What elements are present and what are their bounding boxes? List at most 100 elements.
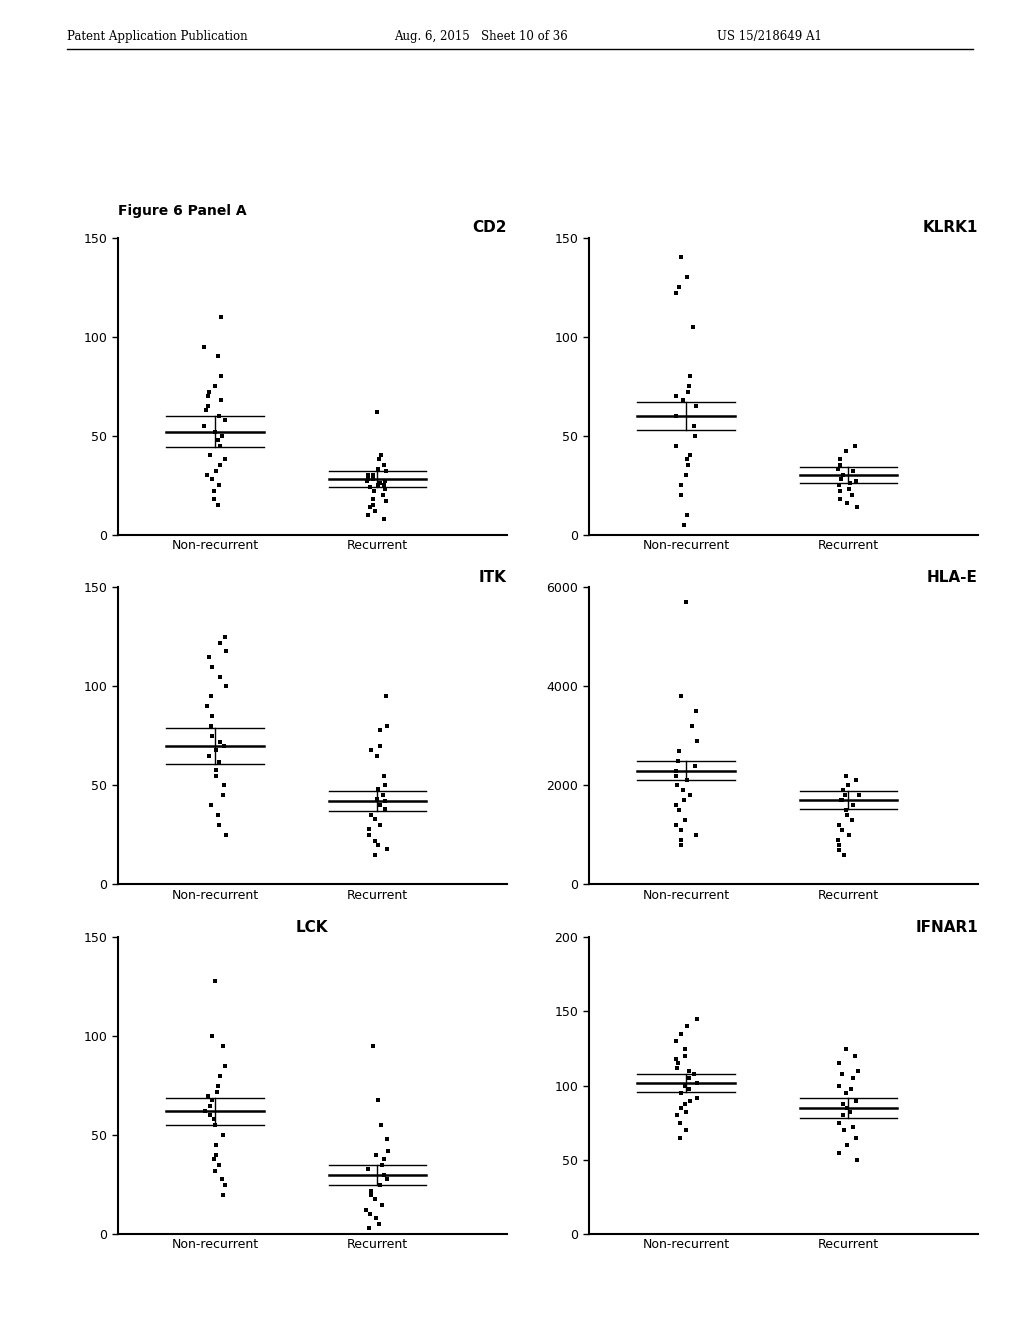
Point	[202, 1096, 218, 1117]
Point	[380, 1140, 396, 1162]
Point	[689, 730, 706, 751]
Point	[367, 830, 383, 851]
Point	[671, 277, 687, 298]
Point	[201, 645, 217, 667]
Point	[679, 449, 695, 470]
Point	[668, 795, 684, 816]
Point	[359, 1159, 376, 1180]
Point	[834, 820, 850, 841]
Point	[374, 1154, 390, 1175]
Point	[215, 1035, 231, 1056]
Point	[830, 814, 847, 836]
Point	[216, 449, 232, 470]
Point	[365, 495, 381, 516]
Point	[841, 479, 857, 500]
Point	[212, 454, 228, 477]
Point	[208, 739, 224, 760]
Text: HLA-E: HLA-E	[927, 570, 978, 585]
Point	[211, 475, 227, 496]
Point	[378, 491, 394, 512]
Point	[682, 1090, 698, 1111]
Point	[837, 784, 853, 805]
Point	[358, 471, 375, 492]
Point	[217, 1056, 233, 1077]
Point	[360, 818, 377, 840]
Point	[671, 800, 687, 821]
Point	[669, 1105, 685, 1126]
Point	[212, 436, 228, 457]
Point	[678, 591, 694, 612]
Point	[365, 469, 381, 490]
Point	[831, 488, 848, 510]
Point	[209, 1081, 225, 1102]
Point	[672, 741, 688, 762]
Point	[218, 640, 234, 661]
Point	[200, 396, 216, 417]
Point	[687, 755, 703, 776]
Point	[668, 405, 684, 426]
Point	[850, 1060, 866, 1081]
Point	[377, 799, 393, 820]
Point	[378, 461, 394, 482]
Point	[836, 845, 852, 866]
Point	[668, 385, 684, 407]
Point	[362, 477, 379, 498]
Point	[370, 475, 386, 496]
Point	[689, 1008, 706, 1030]
Point	[669, 766, 685, 787]
Point	[376, 454, 392, 477]
Point	[208, 1134, 224, 1156]
Point	[847, 1045, 863, 1067]
Point	[671, 1053, 687, 1074]
Point	[677, 1038, 693, 1059]
Point	[215, 1184, 231, 1205]
Point	[361, 496, 378, 517]
Point	[844, 809, 860, 830]
Point	[368, 1144, 384, 1166]
Point	[838, 766, 854, 787]
Point	[684, 317, 700, 338]
Point	[678, 1102, 694, 1123]
Point	[830, 840, 847, 861]
Point	[838, 1038, 854, 1059]
Point	[203, 795, 219, 816]
Point	[377, 775, 393, 796]
Point	[677, 809, 693, 830]
Point	[204, 705, 220, 726]
Point	[211, 814, 227, 836]
Point	[198, 1101, 214, 1122]
Point	[372, 795, 388, 816]
Point	[673, 834, 689, 855]
Point	[209, 429, 225, 450]
Point	[374, 1193, 390, 1214]
Point	[213, 366, 229, 387]
Point	[204, 726, 220, 747]
Text: US 15/218649 A1: US 15/218649 A1	[717, 30, 821, 44]
Point	[207, 970, 223, 991]
Point	[207, 1160, 223, 1181]
Point	[376, 508, 392, 529]
Point	[370, 779, 386, 800]
Point	[214, 425, 230, 446]
Point	[359, 504, 376, 525]
Point	[367, 845, 383, 866]
Text: Aug. 6, 2015   Sheet 10 of 36: Aug. 6, 2015 Sheet 10 of 36	[394, 30, 568, 44]
Point	[673, 829, 689, 850]
Point	[362, 1180, 379, 1201]
Point	[212, 731, 228, 752]
Point	[371, 834, 387, 855]
Point	[370, 401, 386, 422]
Point	[669, 1031, 685, 1052]
Point	[372, 735, 388, 756]
Point	[205, 1089, 221, 1110]
Point	[841, 824, 857, 846]
Point	[210, 804, 226, 826]
Point	[686, 1064, 702, 1085]
Point	[202, 1105, 218, 1126]
Point	[835, 780, 851, 801]
Point	[677, 1074, 693, 1096]
Point	[668, 282, 684, 304]
Point	[674, 820, 690, 841]
Point	[217, 1175, 233, 1196]
Point	[844, 484, 860, 506]
